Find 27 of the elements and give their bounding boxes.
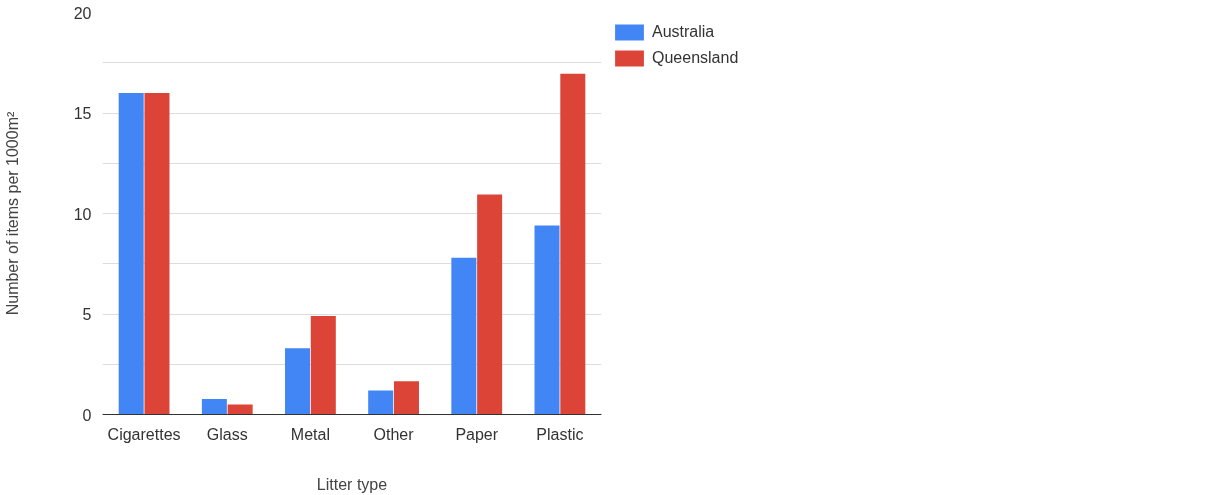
bar xyxy=(201,399,227,415)
legend-label: Australia xyxy=(652,23,715,41)
bar xyxy=(393,381,419,415)
x-tick-label: Metal xyxy=(290,425,330,443)
y-tick-label: 5 xyxy=(82,306,92,323)
bar xyxy=(144,92,170,415)
x-tick-label: Other xyxy=(373,425,415,443)
y-tick-label: 15 xyxy=(73,105,92,122)
bar xyxy=(451,257,477,415)
bar xyxy=(310,316,336,415)
x-tick-label: Cigarettes xyxy=(107,425,181,443)
bar xyxy=(477,194,503,415)
legend-label: Queensland xyxy=(652,49,739,67)
x-tick-label: Paper xyxy=(455,425,499,443)
y-tick-label: 10 xyxy=(73,205,92,223)
x-axis-title: Litter type xyxy=(316,475,388,493)
x-tick-label: Plastic xyxy=(536,425,584,443)
x-tick-label: Glass xyxy=(206,425,248,443)
bar xyxy=(534,225,560,415)
bar xyxy=(285,348,311,415)
y-axis-title: Number of items per 1000m² xyxy=(3,111,21,316)
bar xyxy=(368,390,394,415)
bar xyxy=(227,404,253,415)
y-tick-label: 0 xyxy=(82,406,92,424)
y-tick-label: 20 xyxy=(73,4,92,22)
bar xyxy=(118,92,144,415)
bar xyxy=(560,73,586,415)
